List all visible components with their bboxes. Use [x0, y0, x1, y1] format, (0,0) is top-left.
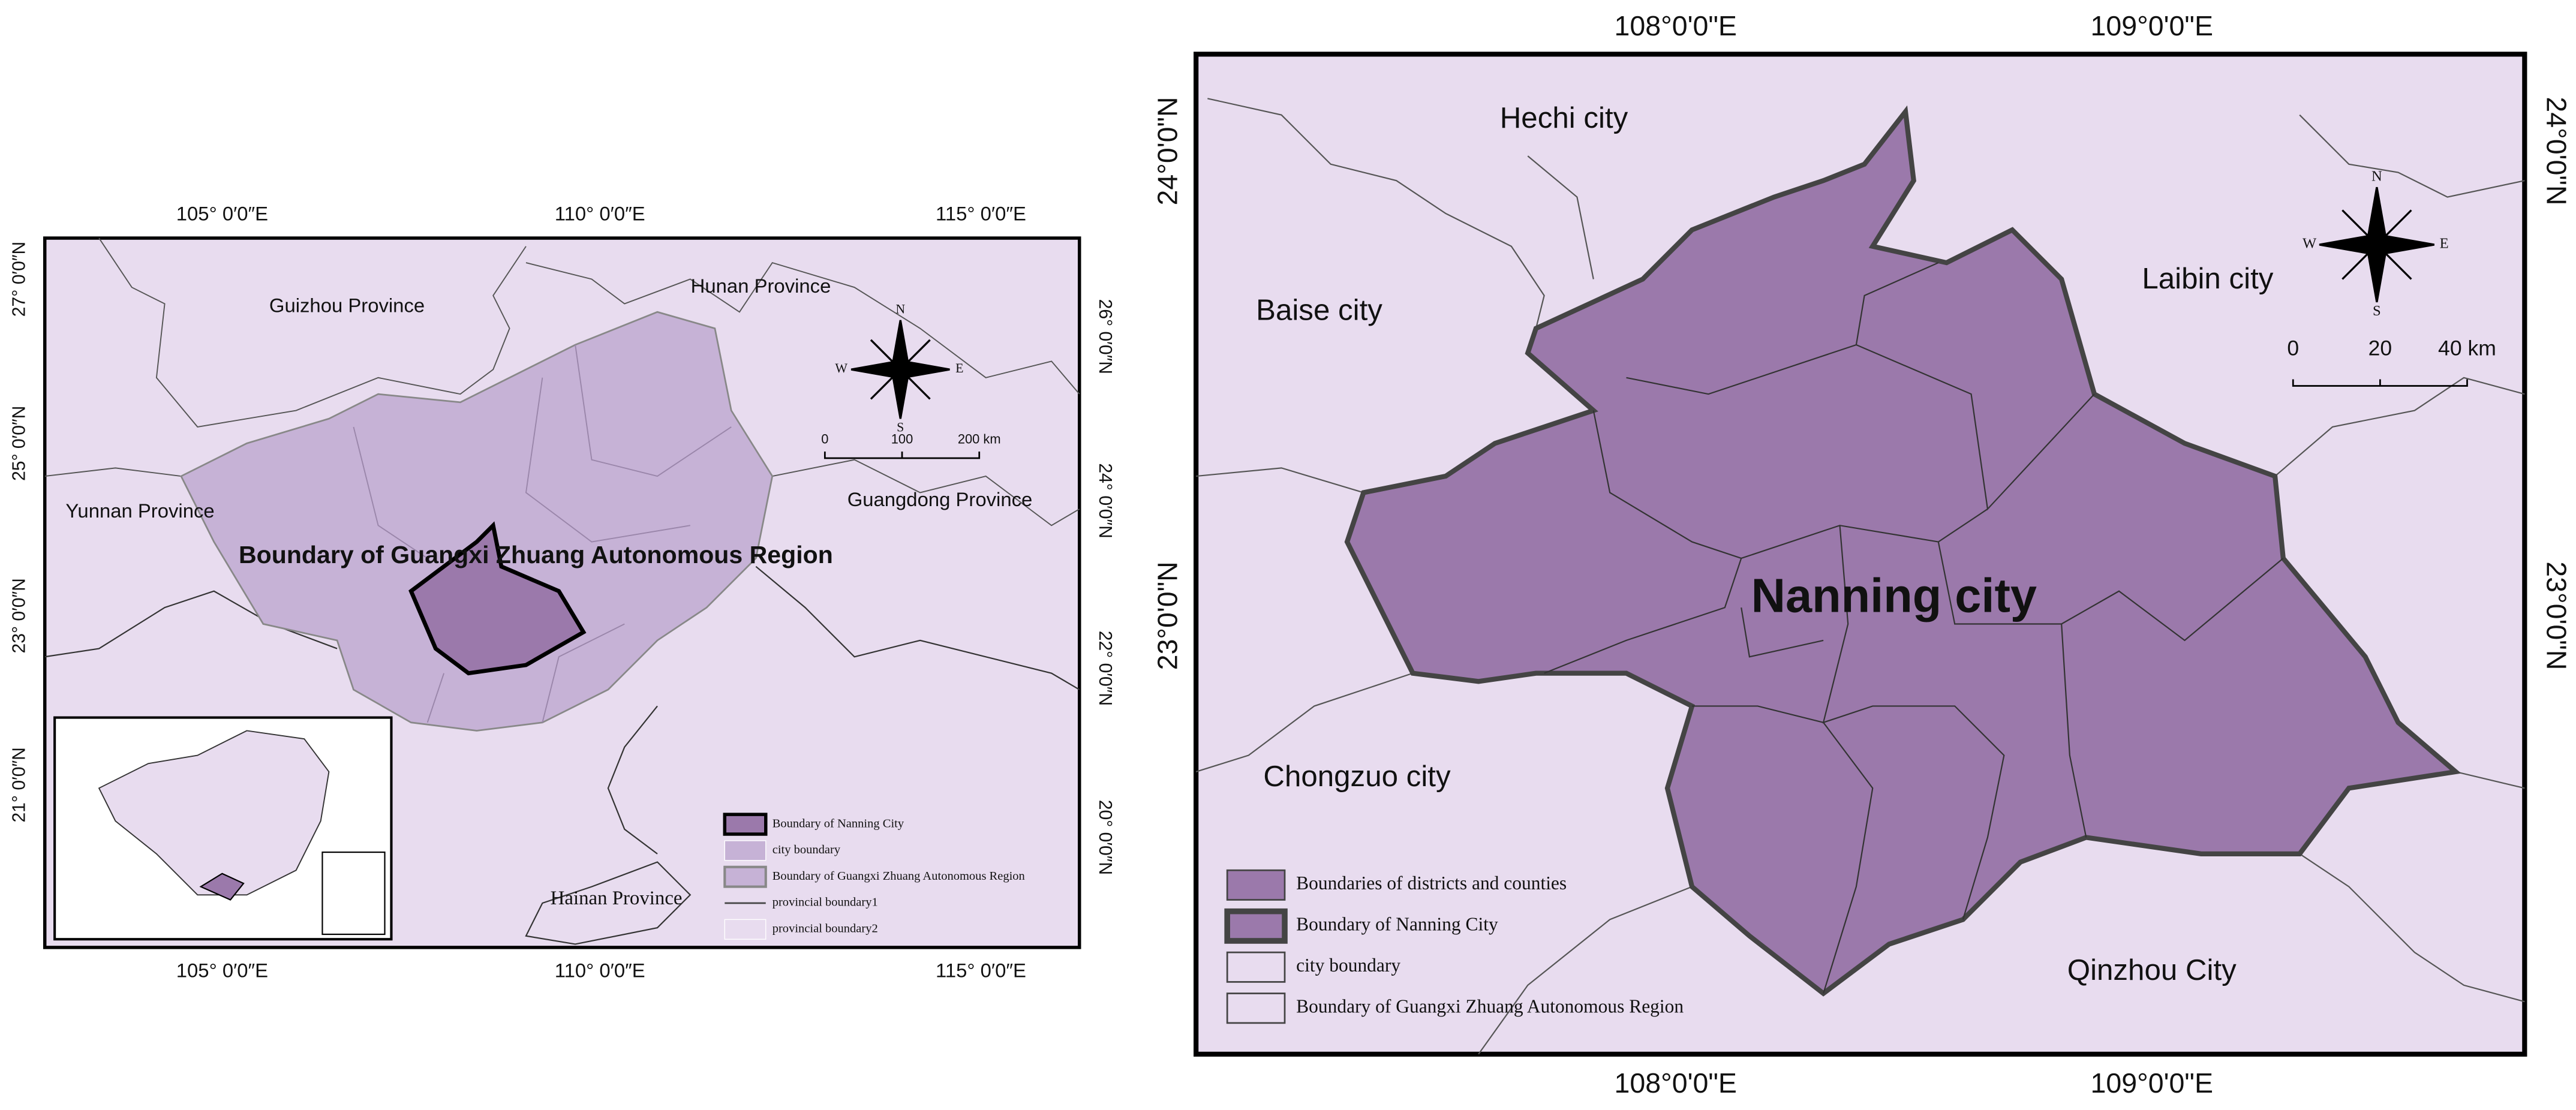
place-label: Baise city: [1256, 293, 1382, 326]
place-label: Hechi city: [1500, 101, 1628, 134]
legend-label: Boundary of Guangxi Zhuang Autonomous Re…: [1296, 995, 1684, 1016]
scale-label: 0: [2287, 336, 2299, 360]
compass-letter: E: [955, 360, 963, 375]
right-tick-label: 22° 0′0″N: [1095, 631, 1115, 706]
nanning-right: [1344, 105, 2461, 997]
city-boundaries: [353, 344, 732, 723]
legend-label: city boundary: [773, 843, 841, 856]
place-label: Guangdong Province: [847, 488, 1033, 510]
place-label: Chongzuo city: [1263, 760, 1451, 793]
left-tick-label: 23°0'0"N: [1152, 561, 1183, 670]
province-boundaries: [44, 237, 1080, 527]
bottom-tick-label: 108°0'0"E: [1614, 1067, 1736, 1099]
left-tick-label: 25° 0′0″N: [10, 406, 29, 481]
legend-swatch: [723, 865, 767, 888]
district-boundaries: [1544, 262, 2284, 994]
scale-label: 40 km: [2438, 336, 2496, 360]
left-tick-label: 27° 0′0″N: [10, 242, 29, 317]
compass-rose: [2319, 186, 2435, 303]
right-tick-label: 24°0'0"N: [2541, 97, 2572, 205]
legend-swatch: [723, 813, 768, 836]
bottom-tick-label: 110° 0′0″E: [555, 959, 645, 982]
guangxi-region: [180, 311, 774, 732]
bottom-tick-label: 105° 0′0″E: [176, 959, 268, 982]
compass-letter: W: [835, 360, 847, 375]
right-tick-label: 20° 0′0″N: [1095, 800, 1115, 875]
top-tick-label: 108°0'0"E: [1614, 10, 1736, 41]
legend-label: Boundaries of districts and counties: [1296, 873, 1567, 894]
compass-rose: [850, 320, 950, 419]
scale-label: 0: [821, 432, 828, 447]
right-tick-label: 23°0'0"N: [2541, 561, 2572, 670]
coastline: [44, 565, 1080, 945]
right-tick-label: 24° 0′0″N: [1095, 463, 1115, 538]
place-label: Qinzhou City: [2067, 953, 2237, 986]
left-legend: Boundary of Nanning City city boundary Bou…: [723, 813, 1025, 940]
right-tick-label: 26° 0′0″N: [1095, 299, 1115, 374]
legend-swatch: [1226, 992, 1286, 1024]
legend-swatch: [724, 840, 767, 861]
compass-letter: W: [2303, 236, 2317, 252]
legend-label: Boundary of Nanning City: [773, 817, 904, 830]
legend-swatch: [724, 919, 767, 940]
china-outline: [98, 730, 330, 896]
legend-label: Boundary of Nanning City: [1296, 914, 1498, 935]
nanning-left: [408, 521, 587, 676]
top-tick-label: 110° 0′0″E: [555, 202, 645, 224]
legend-swatch: [1226, 951, 1286, 983]
region-label: Boundary of Guangxi Zhuang Autonomous Re…: [239, 541, 833, 568]
inset-guangxi: [199, 873, 245, 901]
bottom-tick-label: 115° 0′0″E: [936, 959, 1026, 982]
legend-label: city boundary: [1296, 955, 1400, 976]
top-tick-label: 105° 0′0″E: [176, 202, 268, 224]
compass-letter: S: [897, 420, 904, 435]
compass-letter: N: [895, 302, 905, 317]
place-label: Yunnan Province: [65, 500, 214, 522]
scale-label: 20: [2368, 336, 2392, 360]
legend-swatch: [1226, 869, 1286, 901]
place-label: Hainan Province: [551, 888, 683, 909]
legend-label: Boundary of Guangxi Zhuang Autonomous Re…: [773, 870, 1025, 883]
compass-letter: E: [2440, 236, 2449, 252]
top-tick-label: 109°0'0"E: [2091, 10, 2213, 41]
legend-swatch: [1224, 908, 1288, 944]
place-label: Guizhou Province: [269, 294, 425, 317]
top-tick-label: 115° 0′0″E: [936, 202, 1026, 224]
left-tick-label: 24°0'0"N: [1152, 97, 1183, 205]
scale-label: 100: [891, 432, 913, 447]
compass-letter: N: [2371, 168, 2382, 184]
place-label: Laibin city: [2142, 262, 2273, 295]
compass-letter: S: [2373, 303, 2381, 319]
legend-label: provincial boundary2: [773, 922, 878, 935]
place-label: Hunan Province: [691, 275, 831, 297]
bottom-tick-label: 109°0'0"E: [2091, 1067, 2213, 1099]
left-tick-label: 23° 0′0″N: [10, 578, 29, 653]
scale-label: 200 km: [958, 432, 1001, 447]
inset-south-sea: [321, 852, 386, 935]
scale-bar: [823, 451, 981, 459]
legend-label: provincial boundary1: [773, 896, 878, 909]
scale-bar: [2292, 379, 2468, 387]
city-boundaries-right: [1195, 98, 2525, 1055]
city-label: Nanning city: [1751, 568, 2037, 622]
left-tick-label: 21° 0′0″N: [10, 747, 29, 822]
right-legend: Boundaries of districts and counties Boun…: [1224, 869, 1684, 1024]
